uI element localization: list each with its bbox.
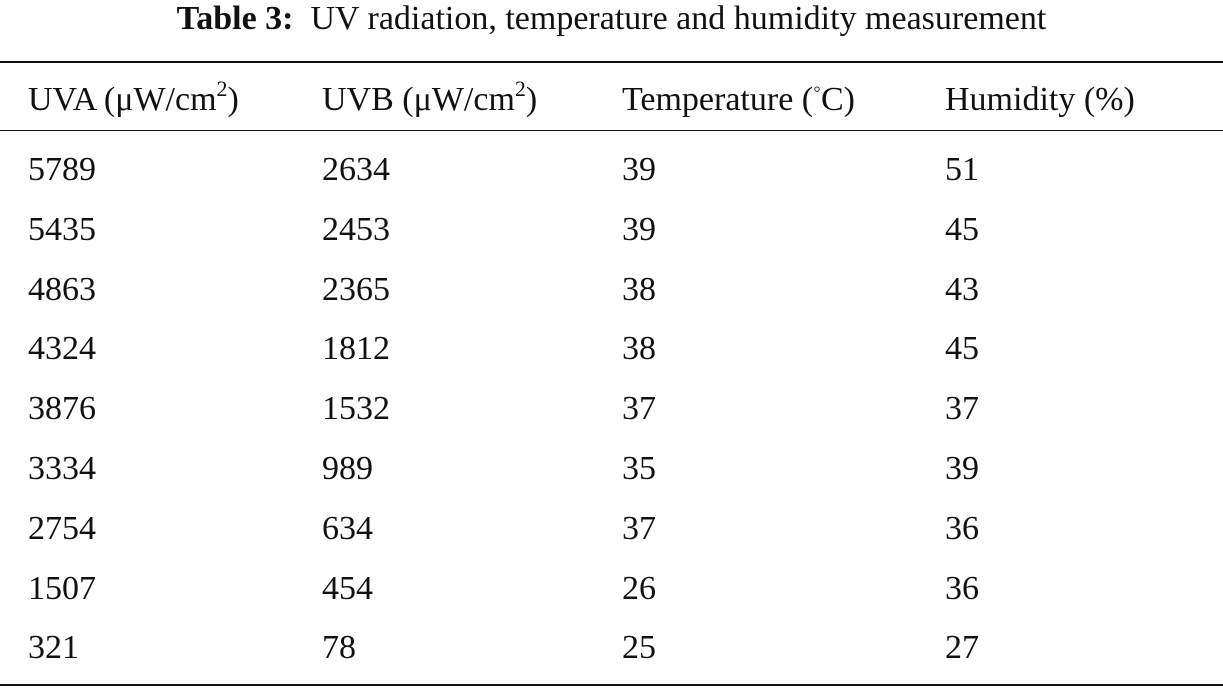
table-cell: 78: [322, 629, 356, 667]
table-cell: 36: [945, 569, 979, 607]
header-end: C): [820, 81, 855, 118]
table-cell: 51: [945, 151, 979, 188]
table-cell: 1532: [322, 390, 390, 428]
table-cell: 25: [622, 629, 656, 667]
top-rule: [0, 61, 1223, 63]
header-sup: 2: [514, 76, 526, 101]
table-cell: 39: [945, 450, 979, 487]
header-main: UVA (μW/cm: [28, 81, 217, 118]
header-sup: ◦: [813, 76, 821, 101]
table-cell: 5789: [28, 151, 96, 188]
table-cell: 36: [945, 509, 979, 547]
table-caption: UV radiation, temperature and humidity m…: [310, 0, 1047, 37]
table-cell: 3876: [28, 390, 96, 428]
header-main: UVB (μW/cm: [322, 81, 515, 118]
table-cell: 2453: [322, 210, 390, 248]
table-cell: 989: [322, 450, 373, 487]
table-cell: 37: [622, 390, 656, 428]
table-cell: 1812: [322, 330, 390, 368]
header-cell: UVB (μW/cm2): [322, 78, 538, 118]
table-cell: 1507: [28, 569, 96, 607]
table-cell: 39: [622, 151, 656, 188]
table-cell: 4324: [28, 330, 96, 368]
header-end: ): [525, 81, 538, 118]
table-label: Table 3:: [176, 0, 294, 37]
header-cell: UVA (μW/cm2): [28, 78, 239, 118]
table-cell: 45: [945, 210, 979, 248]
header-main: Temperature (: [622, 81, 814, 118]
table-cell: 3334: [28, 450, 96, 487]
table-cell: 2365: [322, 270, 390, 308]
table-cell: 37: [945, 390, 979, 428]
header-cell: Humidity (%): [945, 83, 1135, 117]
header-cell: Temperature (◦C): [622, 78, 855, 118]
table-cell: 26: [622, 569, 656, 607]
table-cell: 35: [622, 450, 656, 487]
table-cell: 38: [622, 330, 656, 368]
table-cell: 2754: [28, 509, 96, 547]
table-cell: 454: [322, 569, 373, 607]
table-cell: 39: [622, 210, 656, 248]
table-cell: 2634: [322, 151, 390, 188]
header-sup: 2: [216, 76, 228, 101]
header-end: ): [227, 81, 239, 118]
table-cell: 38: [622, 270, 656, 308]
table-cell: 27: [945, 629, 979, 667]
mid-rule: [0, 130, 1223, 131]
table-cell: 5435: [28, 210, 96, 248]
table-cell: 634: [322, 509, 373, 547]
table-cell: 37: [622, 509, 656, 547]
table-cell: 45: [945, 330, 979, 368]
header-main: Humidity (%): [945, 81, 1135, 118]
table-cell: 43: [945, 270, 979, 308]
table-title: Table 3: UV radiation, temperature and h…: [0, 2, 1223, 36]
table-cell: 4863: [28, 270, 96, 308]
table-cell: 321: [28, 629, 79, 667]
bottom-rule: [0, 684, 1223, 686]
